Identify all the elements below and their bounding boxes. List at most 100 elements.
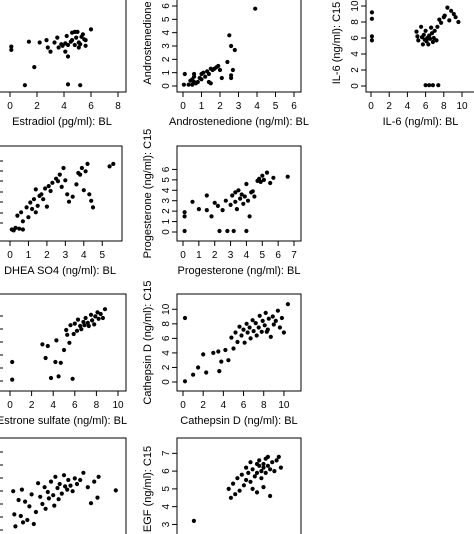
y-axis-label: Cathepsin D (ng/ml): C15 <box>142 280 154 404</box>
data-point <box>429 31 435 36</box>
data-point <box>435 24 440 29</box>
data-point <box>430 83 435 88</box>
x-tick-label: 10 <box>112 400 124 411</box>
panel-bottom-left <box>0 437 127 534</box>
x-tick-label: 2 <box>44 250 50 261</box>
x-tick-label: 0 <box>180 101 186 112</box>
data-point <box>75 29 80 34</box>
data-point <box>229 73 234 78</box>
data-point <box>253 321 258 326</box>
data-point <box>65 192 70 197</box>
data-point <box>58 360 63 365</box>
x-tick-label: 6 <box>72 400 78 411</box>
data-point <box>216 349 221 354</box>
data-point <box>78 172 83 177</box>
data-point <box>90 205 96 210</box>
data-point <box>87 192 92 197</box>
x-tick-label: 2 <box>212 250 218 261</box>
data-point <box>233 330 238 335</box>
data-point <box>12 512 17 517</box>
x-tick-label: 6 <box>291 101 297 112</box>
data-point <box>57 481 62 487</box>
data-point <box>66 477 71 483</box>
data-point <box>37 40 42 45</box>
data-point <box>55 35 60 40</box>
x-tick-label: 3 <box>63 250 69 261</box>
data-point <box>10 359 15 365</box>
data-point <box>447 18 452 23</box>
x-tick-label: 3 <box>228 250 234 261</box>
data-point <box>276 454 281 459</box>
data-point <box>245 330 250 335</box>
data-point <box>100 315 105 321</box>
data-point <box>275 308 280 313</box>
y-tick-label: 1 <box>161 69 172 75</box>
data-point <box>63 178 68 183</box>
data-point <box>262 323 267 328</box>
data-point <box>239 333 244 338</box>
data-point <box>260 318 265 323</box>
data-point <box>279 315 284 321</box>
data-point <box>369 16 374 21</box>
data-point <box>33 187 38 192</box>
x-tick-label: 6 <box>241 400 247 411</box>
data-point <box>41 197 46 202</box>
data-point <box>59 184 64 189</box>
y-tick-label: 2 <box>161 364 172 370</box>
data-point <box>257 176 262 181</box>
data-point <box>250 189 255 194</box>
data-point <box>51 493 56 498</box>
data-point <box>92 479 97 484</box>
data-point <box>251 329 256 334</box>
data-point <box>63 484 68 489</box>
data-point <box>65 82 71 87</box>
y-tick-label: 2 <box>350 67 361 73</box>
data-point <box>229 335 234 340</box>
data-point <box>74 328 80 333</box>
data-point <box>257 313 262 318</box>
y-tick-label: 4 <box>161 503 172 509</box>
data-point <box>451 11 456 17</box>
y-tick-label: 6 <box>350 35 361 41</box>
data-point <box>44 204 50 209</box>
data-point <box>231 346 236 351</box>
x-axis-label: Cathepsin D (ng/ml): BL <box>180 415 297 427</box>
data-point <box>78 323 83 329</box>
panel-estrone: 0 2 4 6 8 10 Estrone sulfate (ng/ml): BL <box>0 293 127 427</box>
y-tick-label: 4 <box>350 51 361 57</box>
data-point <box>190 199 195 204</box>
plot-frame <box>0 145 123 242</box>
data-point <box>81 470 86 475</box>
data-point <box>50 180 55 185</box>
data-point <box>261 465 266 470</box>
data-point <box>42 485 47 490</box>
data-point <box>48 188 53 194</box>
data-point <box>78 83 83 88</box>
data-point <box>236 188 241 193</box>
data-point <box>182 315 188 321</box>
data-point <box>211 350 216 355</box>
data-point <box>19 210 24 215</box>
data-point <box>61 347 67 353</box>
x-tick-label: 8 <box>94 400 100 411</box>
data-point <box>215 203 220 208</box>
data-point <box>281 330 286 335</box>
data-point <box>196 207 201 212</box>
x-tick-label: 5 <box>260 250 266 261</box>
data-point <box>43 186 48 191</box>
data-point <box>40 342 45 347</box>
plot-frame <box>0 293 127 392</box>
data-point <box>24 205 29 210</box>
plot-frame <box>176 0 302 93</box>
x-tick-label: 8 <box>441 101 447 112</box>
data-point <box>81 319 86 325</box>
data-point <box>449 8 454 13</box>
data-point <box>278 465 283 470</box>
data-point <box>10 377 15 382</box>
data-point <box>261 177 266 182</box>
x-tick-label: 10 <box>456 101 468 112</box>
data-point <box>420 42 425 47</box>
data-point <box>181 82 186 87</box>
